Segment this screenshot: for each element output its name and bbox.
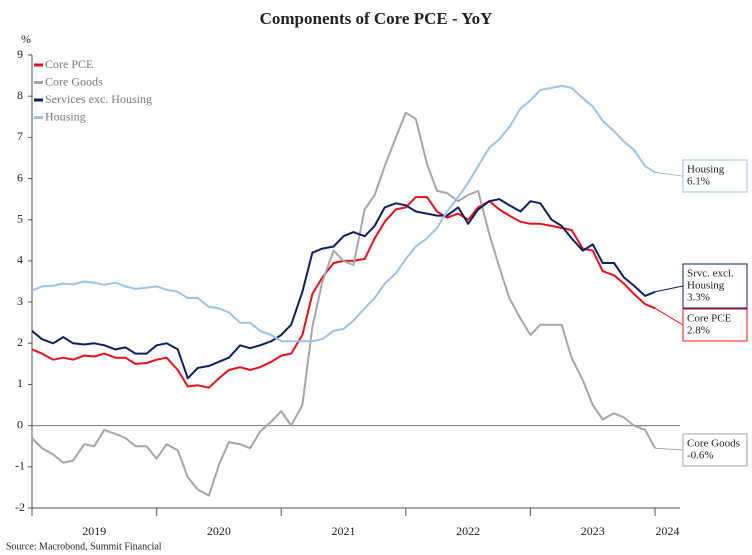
y-axis-label: % (21, 32, 31, 46)
annotation-text: Srvc. excl. (687, 268, 734, 280)
annotation-box (682, 308, 748, 342)
y-tick-label: 6 (17, 170, 23, 184)
x-tick-label: 2020 (207, 524, 231, 538)
series-line (31, 198, 656, 380)
annotation-text: 6.1% (687, 176, 710, 188)
y-tick-label: 8 (17, 88, 23, 102)
annotation-leader (654, 285, 684, 293)
x-tick-label: 2023 (581, 524, 605, 538)
annotation-text: Core PCE (687, 313, 732, 325)
chart-title: Components of Core PCE - YoY (260, 9, 493, 28)
legend-label: Core PCE (45, 57, 93, 71)
annotation-text: Housing (687, 164, 725, 176)
y-tick-label: 9 (17, 47, 23, 61)
y-tick-label: 0 (17, 417, 23, 431)
y-tick-label: -2 (15, 500, 25, 514)
x-tick-label: 2022 (456, 524, 480, 538)
legend-label: Services exc. Housing (45, 92, 152, 106)
annotation-box (682, 263, 748, 309)
annotation-box (682, 159, 748, 193)
annotation-text: Housing (687, 280, 725, 292)
annotation-box (682, 433, 748, 467)
annotation-text: 3.3% (687, 292, 710, 304)
source: Source: Macrobond, Summit Financial (6, 541, 162, 552)
y-tick-label: 1 (17, 376, 23, 390)
annotation-leader (655, 171, 684, 177)
y-tick-label: 2 (17, 335, 23, 349)
legend-label: Core Goods (45, 74, 103, 88)
x-tick-label: 2019 (82, 524, 106, 538)
y-tick-label: 3 (17, 294, 23, 308)
y-tick-label: -1 (15, 459, 25, 473)
y-tick-label: 5 (17, 211, 23, 225)
legend-label: Housing (45, 109, 86, 123)
x-tick-label: 2021 (332, 524, 356, 538)
annotation-leader (654, 307, 684, 326)
y-tick-label: 4 (17, 253, 23, 267)
annotation-text: Core Goods (687, 438, 740, 450)
annotation-text: -0.6% (687, 450, 714, 462)
series-line (31, 84, 656, 343)
annotation-leader (655, 447, 684, 451)
x-tick-label: 2024 (656, 524, 680, 538)
series-line (31, 111, 656, 497)
y-tick-label: 7 (17, 129, 23, 143)
annotation-text: 2.8% (687, 325, 710, 337)
